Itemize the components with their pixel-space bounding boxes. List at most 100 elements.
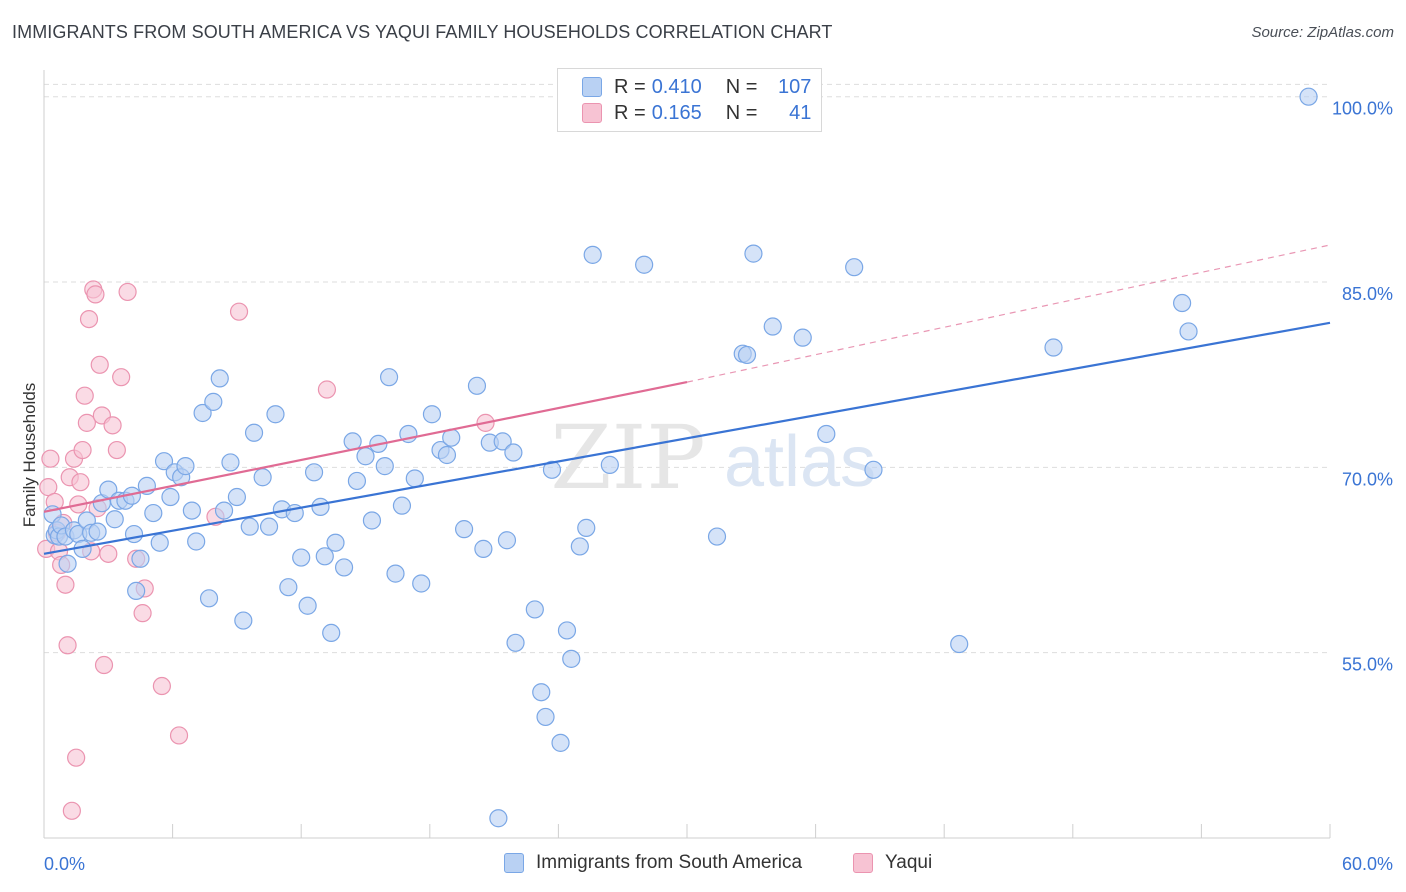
- yaqui-point: [94, 655, 114, 675]
- south-america-point: [127, 581, 146, 601]
- south-america-point: [817, 424, 836, 444]
- south-america-point: [1179, 322, 1198, 341]
- correlation-legend: R = 0.410 N = 107 R = 0.165 N = 41: [557, 68, 822, 132]
- trend-lines: [43, 244, 1331, 555]
- yaqui-point: [103, 416, 122, 435]
- south-america-point: [600, 455, 619, 474]
- source-label: Source: ZipAtlas.com: [1251, 24, 1394, 41]
- south-america-point: [244, 423, 264, 442]
- south-america-point: [105, 510, 124, 529]
- yaqui-point: [67, 748, 86, 767]
- yaqui-point: [152, 676, 171, 696]
- south-america-point: [1044, 338, 1063, 357]
- south-america-point: [763, 317, 782, 336]
- yaqui-point: [58, 636, 77, 655]
- yaqui-point: [317, 380, 337, 399]
- south-america-point: [279, 578, 298, 597]
- south-america-point: [259, 517, 279, 536]
- watermark-atlas: atlas: [724, 422, 876, 502]
- yaqui-point: [71, 473, 90, 492]
- y-axis-label: Family Households: [20, 382, 39, 528]
- yaqui-point: [112, 368, 131, 387]
- bottom-legend-yaqui: Yaqui: [853, 852, 932, 874]
- yaqui-point: [79, 309, 99, 329]
- south-america-point: [864, 460, 883, 479]
- yaqui-points: [37, 280, 495, 820]
- south-america-point: [525, 600, 544, 619]
- yaqui-point: [118, 282, 137, 302]
- south-america-point: [227, 487, 246, 507]
- south-america-point: [707, 527, 727, 546]
- y-tick-label: 70.0%: [1342, 469, 1393, 489]
- south-america-point: [253, 468, 272, 487]
- yaqui-point: [62, 801, 81, 820]
- south-america-point: [311, 497, 330, 516]
- south-america-point: [493, 432, 512, 451]
- south-america-point: [131, 549, 150, 568]
- south-america-point: [386, 564, 405, 583]
- south-america-point: [322, 623, 341, 643]
- legend-n-value: 107: [778, 75, 812, 98]
- bottom-legend-south-america: Immigrants from South America: [504, 852, 802, 874]
- watermark-zip: ZIP: [550, 406, 705, 509]
- south-america-point: [474, 539, 493, 558]
- bottom-legend-swatch-pink: [853, 853, 873, 873]
- y-tick-label: 85.0%: [1342, 284, 1393, 304]
- south-america-point: [497, 531, 517, 550]
- south-america-point: [362, 511, 382, 530]
- south-america-point: [334, 558, 354, 577]
- legend-r-value: 0.410: [651, 75, 702, 98]
- bottom-legend-label: Yaqui: [885, 852, 933, 873]
- south-america-point: [379, 368, 399, 387]
- south-america-point: [150, 533, 169, 552]
- south-america-point: [412, 574, 431, 593]
- legend-r-label: R =: [614, 75, 646, 98]
- yaqui-point: [86, 285, 105, 304]
- south-america-point: [570, 537, 589, 556]
- south-america-point: [737, 345, 757, 365]
- south-america-point: [405, 469, 424, 488]
- legend-row-south-america: R = 0.410 N = 107: [582, 74, 811, 100]
- south-america-point: [182, 501, 201, 520]
- south-america-point: [144, 503, 163, 523]
- y-tick-label: 100.0%: [1332, 99, 1393, 119]
- legend-n-label: N =: [725, 101, 758, 124]
- south-america-point: [315, 547, 334, 566]
- legend-n-label: N =: [725, 75, 758, 98]
- legend-n-value: 41: [789, 101, 812, 124]
- south-america-point: [635, 255, 654, 274]
- south-america-point: [326, 533, 345, 552]
- south-america-point: [356, 447, 375, 466]
- south-america-point: [161, 487, 180, 507]
- yaqui-trend-extension: [686, 244, 1331, 383]
- legend-r-label: R =: [614, 101, 646, 124]
- south-america-point: [266, 405, 285, 424]
- legend-swatch-pink: [582, 103, 602, 123]
- south-america-point: [422, 405, 442, 424]
- x-tick-label-min: 0.0%: [44, 854, 85, 874]
- yaqui-point: [56, 575, 75, 594]
- south-america-point: [562, 649, 581, 668]
- south-america-point: [542, 460, 562, 479]
- watermark: ZIP atlas: [550, 406, 876, 509]
- yaqui-point: [75, 386, 94, 405]
- south-america-point: [58, 554, 77, 573]
- south-america-point: [506, 633, 525, 652]
- south-america-point: [124, 524, 144, 544]
- yaqui-point: [229, 302, 249, 321]
- south-america-point: [1299, 87, 1318, 106]
- south-america-point: [304, 463, 324, 482]
- south-america-point: [583, 245, 602, 264]
- south-america-point: [204, 392, 223, 411]
- south-america-point: [240, 517, 259, 536]
- legend-r-value: 0.165: [651, 101, 702, 124]
- south-america-point: [489, 809, 508, 828]
- yaqui-point: [90, 355, 109, 374]
- south-america-point: [1173, 293, 1192, 313]
- south-america-point: [193, 403, 212, 423]
- south-america-point: [234, 611, 253, 630]
- south-america-point: [551, 733, 570, 752]
- south-america-point: [176, 457, 195, 476]
- y-tick-label: 55.0%: [1342, 655, 1393, 675]
